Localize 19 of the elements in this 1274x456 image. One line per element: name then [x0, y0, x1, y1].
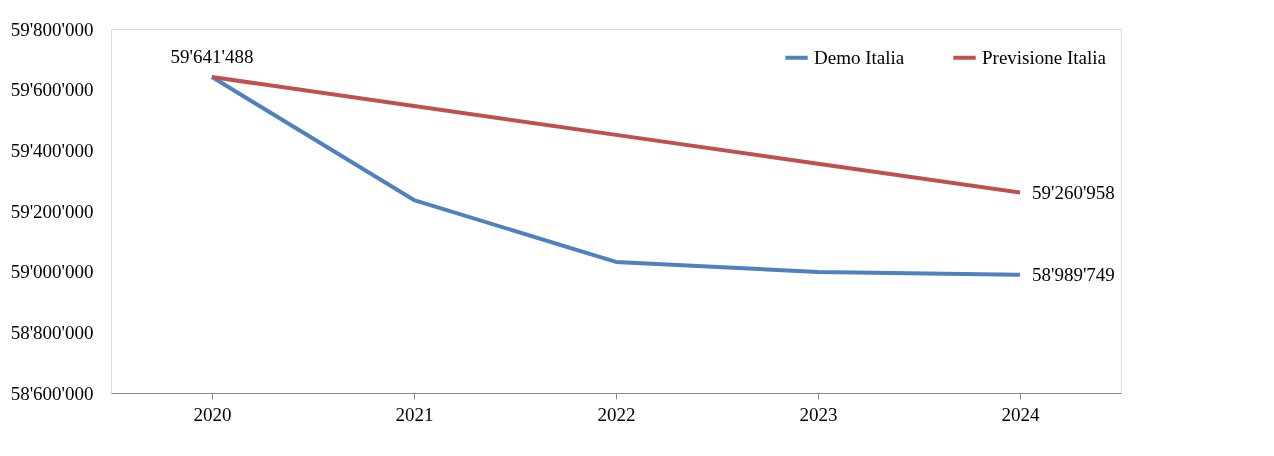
data-label: 59'641'488 [170, 46, 254, 68]
x-tick-label: 2020 [193, 403, 232, 425]
x-tick-label: 2022 [597, 403, 636, 425]
line-series [210, 75, 1022, 277]
y-tick-label: 59'600'000 [10, 79, 94, 101]
x-tick-label: 2021 [395, 403, 434, 425]
y-tick-label: 58'800'000 [10, 321, 94, 343]
y-tick-label: 59'800'000 [10, 18, 94, 40]
data-label: 58'989'749 [1032, 263, 1115, 285]
data-label: 59'260'958 [1032, 181, 1115, 203]
y-tick-label: 59'200'000 [10, 200, 94, 222]
y-tick-label: 58'600'000 [10, 382, 94, 404]
line-series [210, 75, 1022, 195]
y-tick-label: 59'000'000 [10, 261, 94, 283]
x-tick-label: 2024 [1001, 403, 1040, 425]
legend-label: Previsione Italia [982, 46, 1107, 68]
legend-label: Demo Italia [814, 46, 905, 68]
y-tick-label: 59'400'000 [10, 139, 94, 161]
x-tick-label: 2023 [799, 403, 838, 425]
